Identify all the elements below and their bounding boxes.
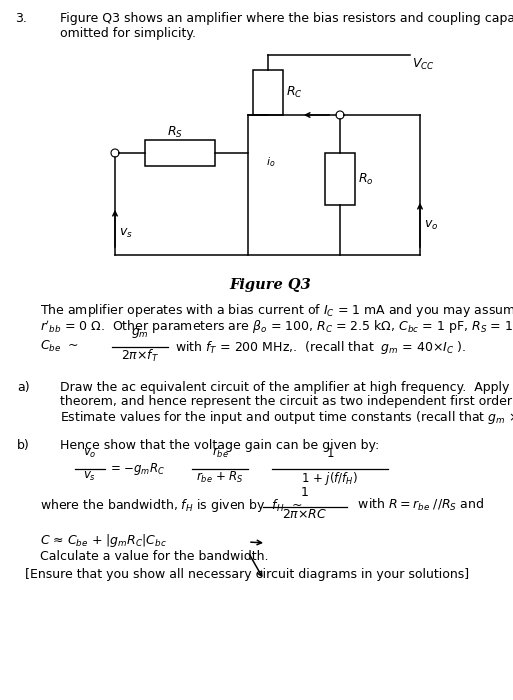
- Text: $2π × RC$: $2π × RC$: [282, 508, 328, 521]
- Text: $C$ ≈ $C_{be}$ + |$g_m R_C$|$C_{bc}$: $C$ ≈ $C_{be}$ + |$g_m R_C$|$C_{bc}$: [40, 532, 167, 549]
- Text: $v_o$: $v_o$: [424, 218, 438, 232]
- Text: with $f_T$ = 200 MHz,.  (recall that  $g_m$ = 40×$I_C$ ).: with $f_T$ = 200 MHz,. (recall that $g_m…: [175, 339, 466, 356]
- Text: Estimate values for the input and output time constants (recall that $g_m$ × $r_: Estimate values for the input and output…: [60, 409, 513, 426]
- Text: 1: 1: [301, 486, 309, 499]
- Text: Figure Q3: Figure Q3: [229, 278, 311, 292]
- Text: $r_{be}$: $r_{be}$: [212, 446, 228, 460]
- Text: $2π × f_T$: $2π × f_T$: [121, 348, 159, 364]
- Text: Hence show that the voltage gain can be given by:: Hence show that the voltage gain can be …: [60, 439, 379, 452]
- Text: Draw the ac equivalent circuit of the amplifier at high frequency.  Apply Miller: Draw the ac equivalent circuit of the am…: [60, 381, 513, 394]
- Text: Calculate a value for the bandwidth.: Calculate a value for the bandwidth.: [40, 550, 268, 563]
- Text: $C_{be}$  ~: $C_{be}$ ~: [40, 339, 79, 354]
- Text: = $-g_m R_C$: = $-g_m R_C$: [110, 461, 165, 477]
- Text: $R_S$: $R_S$: [167, 125, 183, 140]
- Text: $v_s$: $v_s$: [84, 470, 96, 483]
- Text: $i_o$: $i_o$: [266, 155, 275, 169]
- Text: where the bandwidth, $f_H$ is given by  $f_H$  ~: where the bandwidth, $f_H$ is given by $…: [40, 497, 302, 514]
- Bar: [253, 70, 283, 115]
- Text: with $R = r_{be}$ //$R_S$ and: with $R = r_{be}$ //$R_S$ and: [350, 497, 484, 513]
- Text: [Ensure that you show all necessary circuit diagrams in your solutions]: [Ensure that you show all necessary circ…: [25, 568, 469, 581]
- Text: Figure Q3 shows an amplifier where the bias resistors and coupling capacitors ar: Figure Q3 shows an amplifier where the b…: [60, 12, 513, 25]
- Bar: [325, 153, 355, 205]
- Text: 1 + $j(f / f_H)$: 1 + $j(f / f_H)$: [302, 470, 359, 487]
- Text: $r_{be}$ + $R_S$: $r_{be}$ + $R_S$: [196, 470, 244, 485]
- Text: $V_{CC}$: $V_{CC}$: [412, 57, 435, 72]
- Text: The amplifier operates with a bias current of $I_C$ = 1 mA and you may assume th: The amplifier operates with a bias curre…: [40, 302, 513, 319]
- Text: $v_s$: $v_s$: [119, 227, 133, 239]
- Text: 3.: 3.: [15, 12, 27, 25]
- Text: $R_C$: $R_C$: [286, 85, 303, 99]
- Text: a): a): [17, 381, 30, 394]
- Text: $g_m$: $g_m$: [131, 326, 149, 340]
- Text: 1: 1: [326, 447, 334, 460]
- Text: omitted for simplicity.: omitted for simplicity.: [60, 27, 196, 40]
- Text: theorem, and hence represent the circuit as two independent first order circuits: theorem, and hence represent the circuit…: [60, 395, 513, 408]
- Text: $v_o$: $v_o$: [83, 447, 97, 460]
- Text: $r'_{bb}$ = 0 Ω.  Other parameters are $β_o$ = 100, $R_C$ = 2.5 kΩ, $C_{bc}$ = 1: $r'_{bb}$ = 0 Ω. Other parameters are $β…: [40, 319, 513, 337]
- Bar: [145, 140, 215, 166]
- Text: $R_o$: $R_o$: [358, 172, 373, 186]
- Text: b): b): [17, 439, 30, 452]
